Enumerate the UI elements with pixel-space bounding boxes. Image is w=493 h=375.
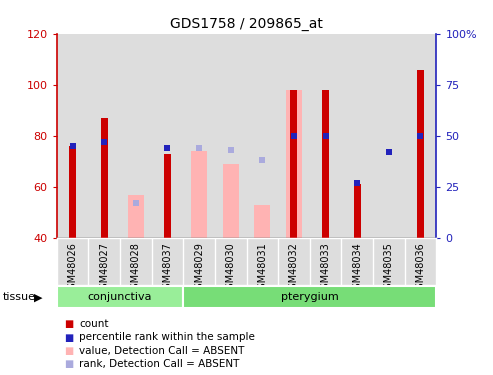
Text: conjunctiva: conjunctiva xyxy=(88,292,152,302)
Bar xyxy=(322,90,329,238)
Text: GSM48026: GSM48026 xyxy=(68,242,77,295)
Text: GSM48037: GSM48037 xyxy=(162,242,173,295)
Bar xyxy=(215,34,246,238)
Text: ■: ■ xyxy=(64,320,73,329)
Title: GDS1758 / 209865_at: GDS1758 / 209865_at xyxy=(170,17,323,32)
Bar xyxy=(88,34,120,238)
Bar xyxy=(246,34,278,238)
Bar xyxy=(310,34,341,238)
Text: ■: ■ xyxy=(64,333,73,342)
Text: GSM48030: GSM48030 xyxy=(226,242,236,295)
Text: count: count xyxy=(79,320,108,329)
Bar xyxy=(183,34,215,238)
Text: GSM48032: GSM48032 xyxy=(289,242,299,295)
Text: pterygium: pterygium xyxy=(281,292,339,302)
Bar xyxy=(278,34,310,238)
Bar xyxy=(152,34,183,238)
Bar xyxy=(405,34,436,238)
Bar xyxy=(254,205,270,238)
Bar xyxy=(69,146,76,238)
Bar xyxy=(341,34,373,238)
Bar xyxy=(128,195,143,238)
Text: rank, Detection Call = ABSENT: rank, Detection Call = ABSENT xyxy=(79,359,239,369)
Text: ■: ■ xyxy=(64,359,73,369)
Bar xyxy=(57,286,183,308)
Text: GSM48036: GSM48036 xyxy=(416,242,425,295)
Bar xyxy=(223,164,239,238)
Bar xyxy=(191,151,207,238)
Bar xyxy=(354,184,361,238)
Text: GSM48035: GSM48035 xyxy=(384,242,394,295)
Bar xyxy=(417,69,424,238)
Bar xyxy=(57,34,88,238)
Text: GSM48033: GSM48033 xyxy=(320,242,331,295)
Text: value, Detection Call = ABSENT: value, Detection Call = ABSENT xyxy=(79,346,244,355)
Text: tissue: tissue xyxy=(2,292,35,302)
Text: ■: ■ xyxy=(64,346,73,355)
Text: GSM48027: GSM48027 xyxy=(99,242,109,295)
Bar xyxy=(183,286,436,308)
Bar xyxy=(101,118,107,238)
Bar xyxy=(373,34,405,238)
Text: GSM48034: GSM48034 xyxy=(352,242,362,295)
Bar xyxy=(164,154,171,238)
Bar xyxy=(120,34,152,238)
Bar xyxy=(286,90,302,238)
Text: GSM48028: GSM48028 xyxy=(131,242,141,295)
Text: percentile rank within the sample: percentile rank within the sample xyxy=(79,333,255,342)
Text: ▶: ▶ xyxy=(34,292,42,302)
Text: GSM48029: GSM48029 xyxy=(194,242,204,295)
Text: GSM48031: GSM48031 xyxy=(257,242,267,295)
Bar xyxy=(290,90,297,238)
